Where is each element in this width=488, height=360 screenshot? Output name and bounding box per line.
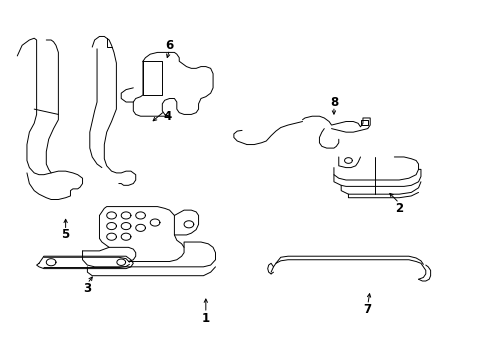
Text: 8: 8 xyxy=(329,95,337,108)
Text: 5: 5 xyxy=(61,229,70,242)
Text: 4: 4 xyxy=(163,110,171,123)
Text: 2: 2 xyxy=(394,202,403,215)
Text: 1: 1 xyxy=(202,312,209,325)
Text: 6: 6 xyxy=(165,39,173,52)
Text: 7: 7 xyxy=(363,303,371,316)
Text: 3: 3 xyxy=(83,282,91,294)
